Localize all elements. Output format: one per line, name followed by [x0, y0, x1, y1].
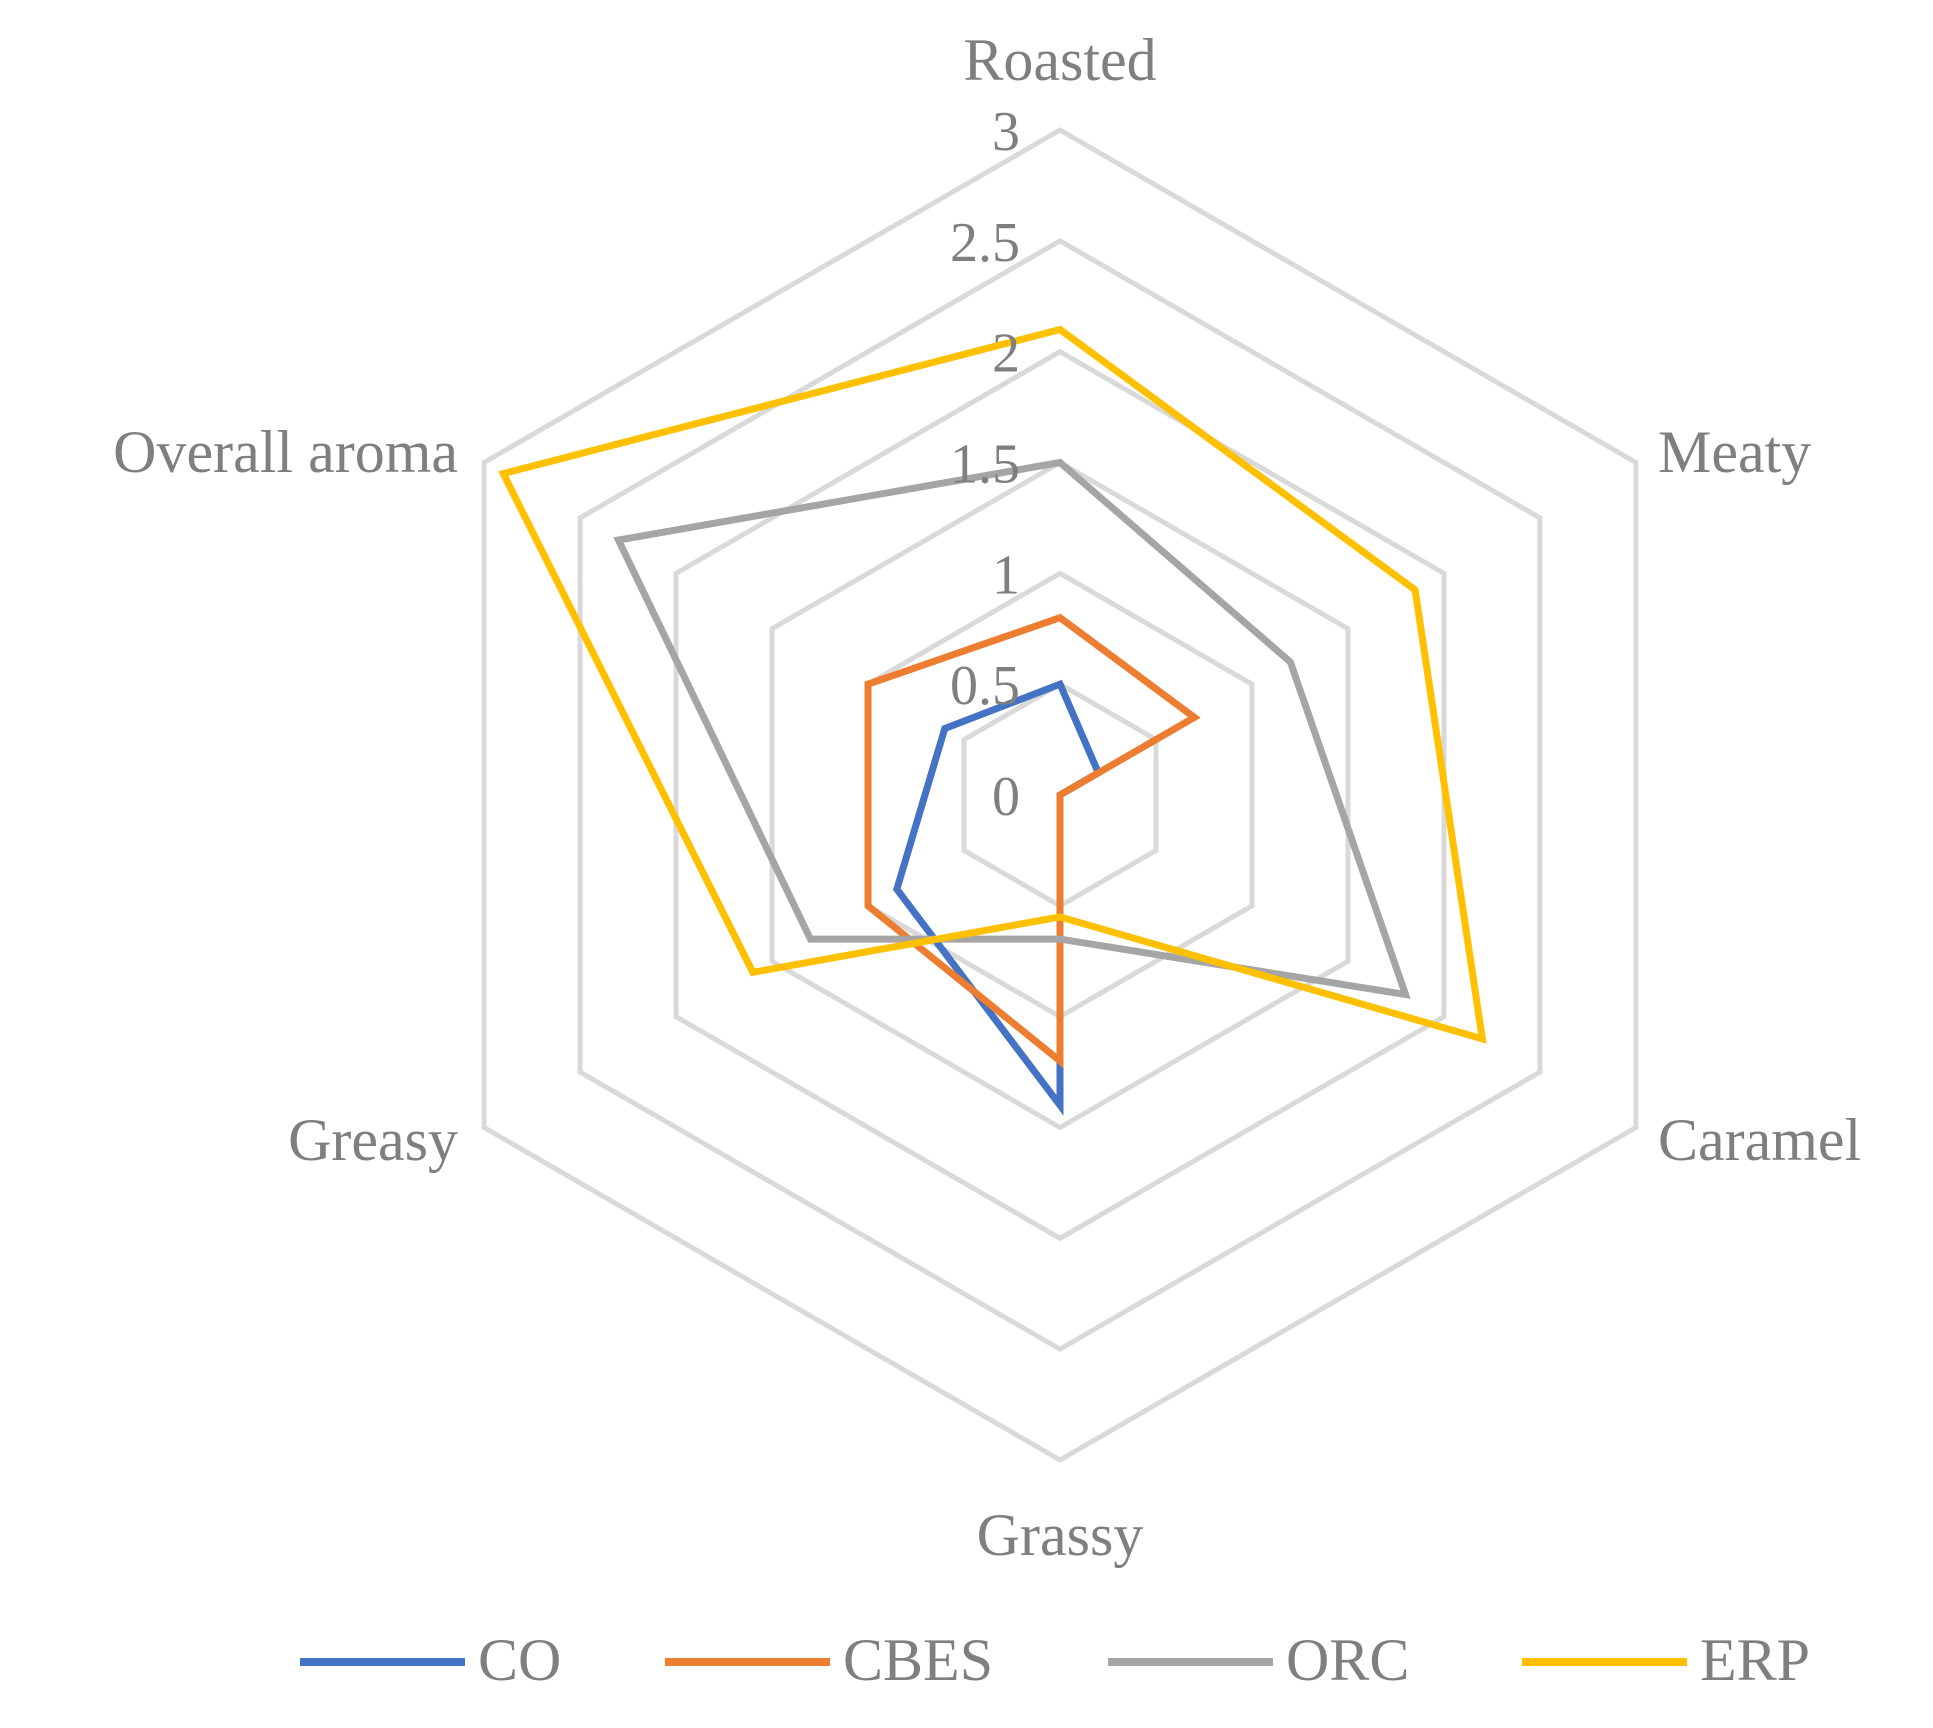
tick-label: 1.5 — [950, 434, 1020, 496]
grid-layer — [481, 127, 1639, 1463]
grid-ring — [577, 237, 1543, 1353]
tick-label: 2.5 — [950, 212, 1020, 274]
tick-labels: 0 0.5 1 1.5 2 2.5 3 — [950, 101, 1020, 828]
series-line-co — [892, 679, 1103, 1116]
axis-label-grassy: Grassy — [977, 1502, 1144, 1568]
tick-label: 0.5 — [950, 655, 1020, 717]
axis-label-meaty: Meaty — [1658, 419, 1811, 485]
axis-label-roasted: Roasted — [963, 27, 1156, 93]
series-line-orc — [613, 458, 1411, 999]
grid-ring — [769, 459, 1351, 1131]
axis-labels: Roasted Meaty Caramel Grassy Greasy Overall a… — [113, 27, 1861, 1568]
tick-label: 3 — [992, 101, 1020, 163]
series-line-erp — [498, 325, 1487, 1044]
axis-label-overall-aroma: Overall aroma — [113, 419, 458, 485]
axis-label-greasy: Greasy — [288, 1107, 458, 1173]
series-layer — [498, 325, 1487, 1116]
tick-label: 0 — [992, 766, 1020, 828]
series-line-cbes — [864, 613, 1201, 1069]
legend-label-orc: ORC — [1286, 1627, 1409, 1693]
grid-ring — [481, 127, 1639, 1463]
tick-label: 1 — [992, 544, 1020, 606]
axis-label-caramel: Caramel — [1658, 1107, 1861, 1173]
legend-label-co: CO — [478, 1627, 561, 1693]
legend-label-cbes: CBES — [843, 1627, 993, 1693]
tick-label: 2 — [992, 323, 1020, 385]
grid-ring — [673, 348, 1447, 1242]
legend-label-erp: ERP — [1700, 1627, 1810, 1693]
legend: CO CBES ORC ERP — [300, 1627, 1810, 1693]
